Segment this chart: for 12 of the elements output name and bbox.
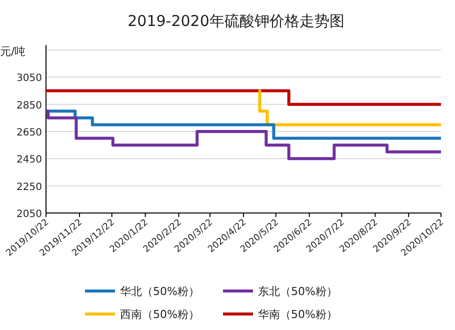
legend-label: 华南（50%粉） [258, 308, 338, 321]
legend-label: 华北（50%粉） [120, 285, 200, 298]
y-tick-label: 2250 [16, 182, 42, 193]
legend-label: 东北（50%粉） [258, 285, 338, 298]
legend-label: 西南（50%粉） [120, 308, 200, 321]
y-tick-label: 2850 [16, 100, 42, 112]
y-tick-label: 2050 [16, 209, 42, 220]
chart-title: 2019-2020年硫酸钾价格走势图 [128, 12, 344, 30]
y-tick-label: 2650 [16, 128, 42, 138]
y-tick-label: 3050 [16, 73, 42, 84]
y-tick-label: 2450 [16, 154, 42, 166]
y-axis-title: 元/吨 [0, 45, 26, 58]
